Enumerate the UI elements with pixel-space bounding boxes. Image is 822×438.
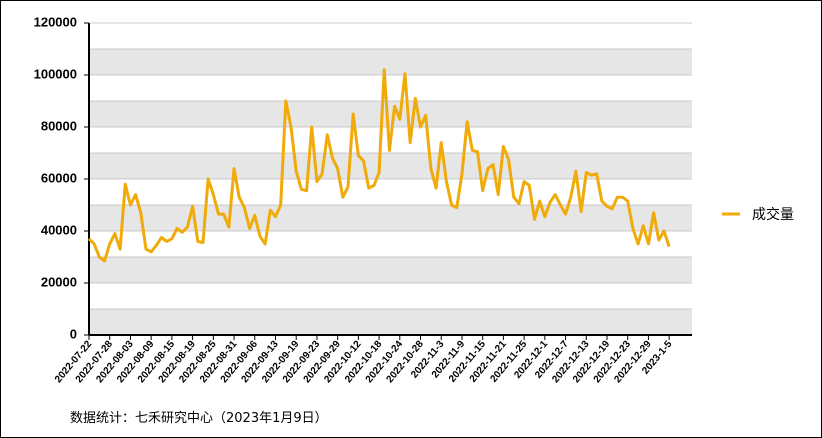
band	[89, 49, 692, 75]
band	[89, 153, 692, 179]
y-tick-label: 60000	[41, 170, 77, 185]
y-tick-label: 80000	[41, 118, 77, 133]
legend-label: 成交量	[752, 206, 794, 223]
band	[89, 101, 692, 127]
band	[89, 257, 692, 283]
line-series	[87, 68, 671, 263]
band	[89, 205, 692, 231]
y-tick-label: 40000	[41, 222, 77, 237]
y-tick-label: 0	[70, 326, 77, 341]
y-tick-label: 100000	[34, 66, 77, 81]
source-note: 数据统计：七禾研究中心（2023年1月9日）	[70, 411, 328, 426]
band	[89, 309, 692, 335]
y-tick-label: 20000	[41, 274, 77, 289]
y-tick-label: 120000	[34, 14, 77, 29]
